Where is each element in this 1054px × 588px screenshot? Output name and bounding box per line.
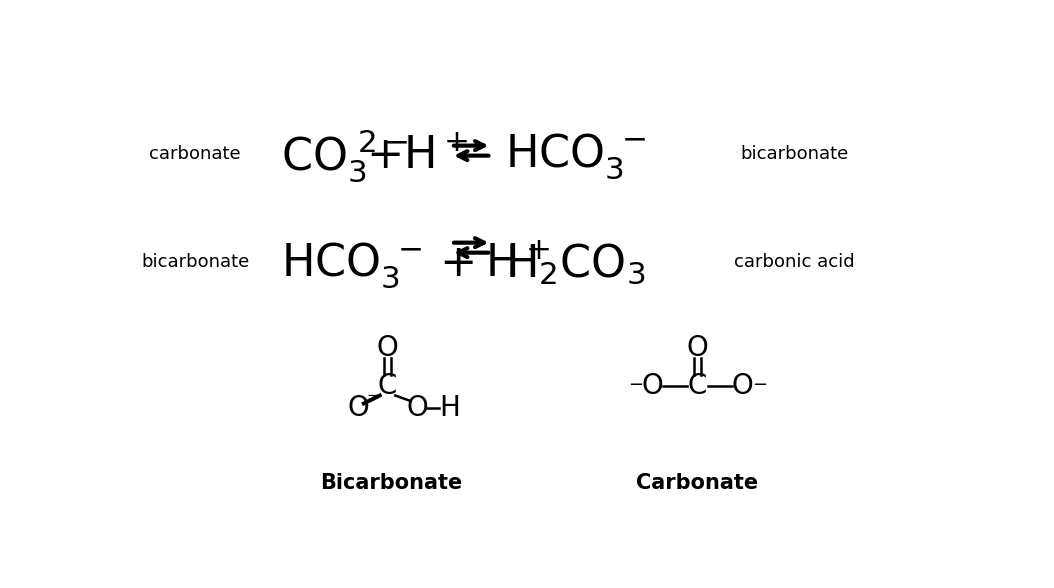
Text: C: C	[688, 372, 707, 400]
Text: $\mathregular{HCO_3^{\ -}+ H^+}$: $\mathregular{HCO_3^{\ -}+ H^+}$	[280, 238, 549, 290]
Text: O: O	[376, 334, 398, 362]
Text: bicarbonate: bicarbonate	[740, 145, 848, 163]
Text: carbonate: carbonate	[150, 145, 241, 163]
Text: −: −	[628, 376, 643, 394]
Text: C: C	[377, 372, 397, 400]
Text: −: −	[367, 387, 379, 403]
Text: O: O	[686, 334, 708, 362]
Text: O: O	[347, 394, 369, 422]
Text: bicarbonate: bicarbonate	[141, 252, 250, 270]
Text: O: O	[731, 372, 754, 400]
Text: $\mathregular{HCO_3^{\ -}}$: $\mathregular{HCO_3^{\ -}}$	[505, 131, 646, 181]
Text: Bicarbonate: Bicarbonate	[320, 473, 463, 493]
Text: O: O	[642, 372, 663, 400]
Text: $\mathregular{+ H^+}$: $\mathregular{+ H^+}$	[366, 135, 468, 178]
Text: $\mathregular{CO_3^{\ 2-}}$: $\mathregular{CO_3^{\ 2-}}$	[280, 128, 408, 184]
Text: O: O	[406, 394, 428, 422]
Text: H: H	[440, 394, 460, 422]
Text: −: −	[752, 376, 767, 394]
Text: $\mathregular{H_2CO_3}$: $\mathregular{H_2CO_3}$	[505, 242, 646, 286]
Text: carbonic acid: carbonic acid	[734, 252, 855, 270]
Text: Carbonate: Carbonate	[637, 473, 759, 493]
